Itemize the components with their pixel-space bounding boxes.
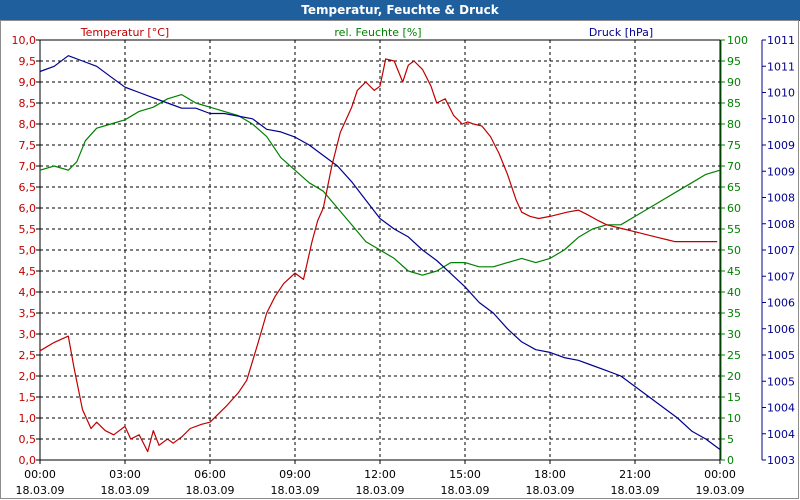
x-tick-label-date: 18.03.09 bbox=[441, 484, 490, 497]
y-right-tick-label: 1003 bbox=[767, 454, 795, 467]
temperature-line bbox=[39, 58, 718, 453]
chart-border bbox=[0, 20, 799, 499]
legend-humidity: rel. Feuchte [%] bbox=[334, 26, 421, 39]
y-mid-tick-label: 90 bbox=[727, 76, 741, 89]
y-mid-tick-label: 55 bbox=[727, 223, 741, 236]
y-left-tick-label: 4,5 bbox=[19, 265, 37, 278]
y-left-tick-label: 7,0 bbox=[19, 160, 37, 173]
y-left-tick-label: 9,0 bbox=[19, 76, 37, 89]
x-tick-label-date: 18.03.09 bbox=[356, 484, 405, 497]
y-right-tick-label: 1007 bbox=[767, 244, 795, 257]
y-right-tick-label: 1010 bbox=[767, 113, 795, 126]
grid bbox=[40, 40, 720, 460]
y-left-tick-label: 1,5 bbox=[19, 391, 37, 404]
y-right-tick-label: 1005 bbox=[767, 375, 795, 388]
x-tick-label-time: 00:00 bbox=[24, 468, 56, 481]
y-left-tick-label: 8,0 bbox=[19, 118, 37, 131]
y-mid-tick-label: 15 bbox=[727, 391, 741, 404]
x-tick-label-time: 12:00 bbox=[364, 468, 396, 481]
y-mid-tick-label: 20 bbox=[727, 370, 741, 383]
x-tick-label-time: 06:00 bbox=[194, 468, 226, 481]
y-mid-tick-label: 5 bbox=[727, 433, 734, 446]
x-tick-label-date: 18.03.09 bbox=[101, 484, 150, 497]
y-mid-tick-label: 60 bbox=[727, 202, 741, 215]
x-tick-label-date: 18.03.09 bbox=[186, 484, 235, 497]
y-mid-tick-label: 25 bbox=[727, 349, 741, 362]
y-right-tick-label: 1004 bbox=[767, 428, 795, 441]
y-right-tick-label: 1008 bbox=[767, 218, 795, 231]
y-right-tick-label: 1007 bbox=[767, 270, 795, 283]
y-mid-tick-label: 10 bbox=[727, 412, 741, 425]
y-mid-tick-label: 75 bbox=[727, 139, 741, 152]
legend-pressure: Druck [hPa] bbox=[589, 26, 653, 39]
y-mid-tick-label: 45 bbox=[727, 265, 741, 278]
y-left-tick-label: 3,5 bbox=[19, 307, 37, 320]
humidity-line bbox=[39, 93, 721, 276]
y-mid-tick-label: 35 bbox=[727, 307, 741, 320]
y-left-tick-label: 1,0 bbox=[19, 412, 37, 425]
y-left-tick-label: 4,0 bbox=[19, 286, 37, 299]
x-tick-label-time: 09:00 bbox=[279, 468, 311, 481]
x-tick-label-date: 18.03.09 bbox=[611, 484, 660, 497]
y-mid-tick-label: 65 bbox=[727, 181, 741, 194]
x-tick-label-time: 03:00 bbox=[109, 468, 141, 481]
y-left-tick-label: 6,0 bbox=[19, 202, 37, 215]
y-mid-tick-label: 95 bbox=[727, 55, 741, 68]
y-mid-tick-label: 50 bbox=[727, 244, 741, 257]
series-group bbox=[39, 55, 721, 453]
y-mid-tick-label: 40 bbox=[727, 286, 741, 299]
y-mid-tick-label: 30 bbox=[727, 328, 741, 341]
axis-ticks bbox=[36, 39, 766, 464]
pressure-line bbox=[39, 55, 721, 450]
y-left-tick-label: 2,0 bbox=[19, 370, 37, 383]
y-mid-tick-label: 80 bbox=[727, 118, 741, 131]
x-tick-label-date: 19.03.09 bbox=[696, 484, 745, 497]
y-left-tick-label: 5,0 bbox=[19, 244, 37, 257]
y-right-tick-label: 1006 bbox=[767, 297, 795, 310]
y-right-tick-label: 1009 bbox=[767, 165, 795, 178]
y-right-tick-label: 1009 bbox=[767, 139, 795, 152]
chart-title: Temperatur, Feuchte & Druck bbox=[301, 3, 499, 17]
y-right-tick-label: 1010 bbox=[767, 87, 795, 100]
y-right-tick-label: 1008 bbox=[767, 192, 795, 205]
x-tick-label-date: 18.03.09 bbox=[271, 484, 320, 497]
y-right-tick-label: 1006 bbox=[767, 323, 795, 336]
y-left-tick-label: 10,0 bbox=[12, 34, 37, 47]
y-mid-tick-label: 70 bbox=[727, 160, 741, 173]
y-left-tick-label: 8,5 bbox=[19, 97, 37, 110]
x-tick-label-time: 15:00 bbox=[449, 468, 481, 481]
y-mid-tick-label: 100 bbox=[727, 34, 748, 47]
y-mid-tick-label: 85 bbox=[727, 97, 741, 110]
y-left-tick-label: 0,5 bbox=[19, 433, 37, 446]
x-tick-label-date: 18.03.09 bbox=[526, 484, 575, 497]
y-right-tick-label: 1011 bbox=[767, 60, 795, 73]
y-right-tick-label: 1011 bbox=[767, 34, 795, 47]
y-left-tick-label: 6,5 bbox=[19, 181, 37, 194]
y-left-tick-label: 2,5 bbox=[19, 349, 37, 362]
y-mid-tick-label: 0 bbox=[727, 454, 734, 467]
y-left-tick-label: 7,5 bbox=[19, 139, 37, 152]
y-left-tick-label: 3,0 bbox=[19, 328, 37, 341]
y-left-tick-label: 9,5 bbox=[19, 55, 37, 68]
x-tick-label-time: 18:00 bbox=[534, 468, 566, 481]
y-right-tick-label: 1004 bbox=[767, 402, 795, 415]
x-tick-label-date: 18.03.09 bbox=[16, 484, 65, 497]
x-tick-label-time: 00:00 bbox=[704, 468, 736, 481]
tick-labels: 0,0 0,5 1,0 1,5 2,0 2,5 3,0 3,5 4,0 4,5 5,0 5,5 6,0 6… bbox=[12, 34, 796, 497]
legend-temperature: Temperatur [°C] bbox=[80, 26, 169, 39]
y-right-tick-label: 1005 bbox=[767, 349, 795, 362]
y-left-tick-label: 0,0 bbox=[19, 454, 37, 467]
y-left-tick-label: 5,5 bbox=[19, 223, 37, 236]
x-tick-label-time: 21:00 bbox=[619, 468, 651, 481]
